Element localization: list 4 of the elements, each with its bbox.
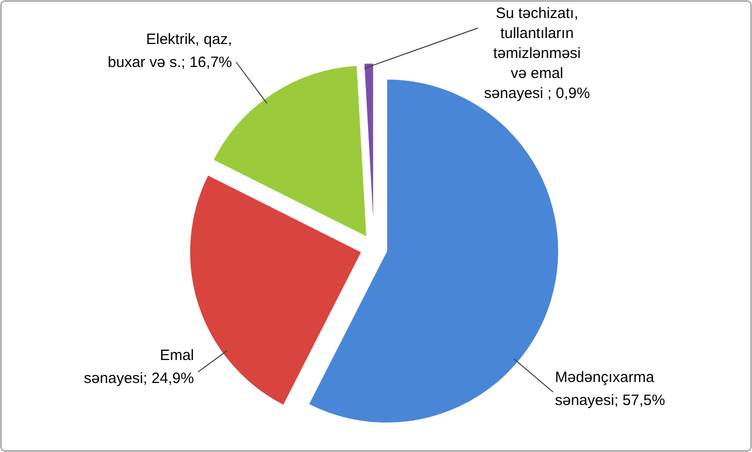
slice-label: Mədənçıxarma sənayesi; 57,5%	[555, 369, 666, 409]
slice-label: Su təchizatı, tullantıların təmizlənməsi və emal sənayesi ; 0,9%	[484, 5, 590, 102]
slice-label: Emal sənayesi; 24,9%	[84, 347, 194, 387]
slice-label: Elektrik, qaz, buxar və s.; 16,7%	[108, 31, 232, 71]
